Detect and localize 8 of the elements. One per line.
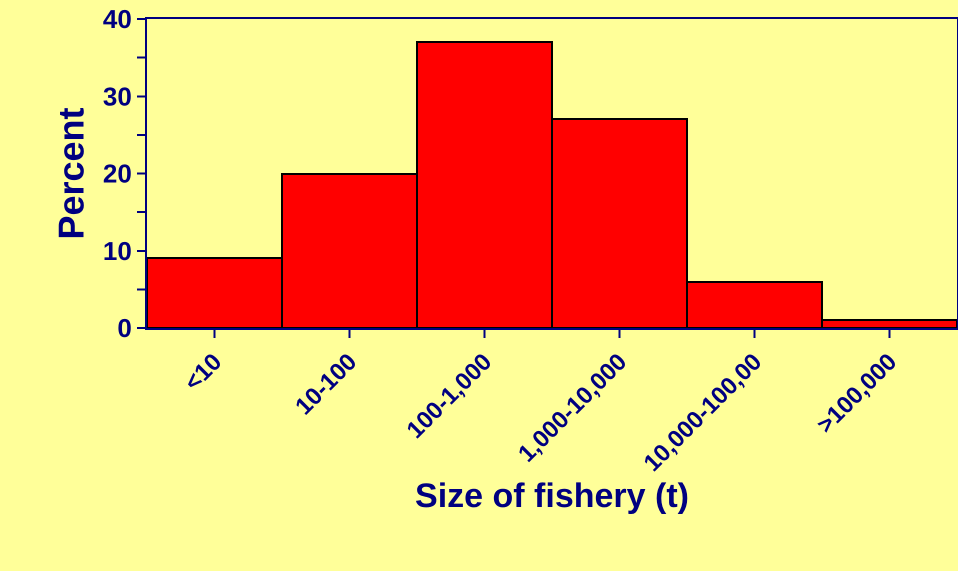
y-tick-label: 10 <box>102 236 132 266</box>
y-tick-label: 20 <box>102 158 132 189</box>
x-axis-title: Size of fishery (t) <box>415 476 689 515</box>
x-tick-label: <10 <box>179 348 228 396</box>
y-axis-title: Percent <box>50 107 92 240</box>
y-tick-label: 40 <box>102 4 132 34</box>
y-tick-label: 0 <box>117 313 132 344</box>
y-tick-label: 30 <box>102 81 132 112</box>
